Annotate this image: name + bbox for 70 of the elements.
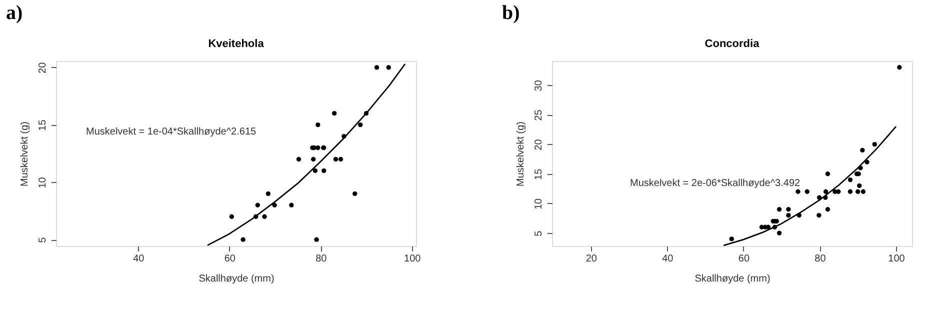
y-tick-label: 20 xyxy=(534,138,544,150)
point xyxy=(255,202,260,208)
point xyxy=(897,65,902,70)
x-tick-label: 60 xyxy=(224,254,236,264)
point xyxy=(296,156,302,162)
y-tick-label: 10 xyxy=(534,198,544,210)
point xyxy=(860,189,866,194)
x-tick-label: 40 xyxy=(662,254,674,264)
point xyxy=(804,189,810,194)
point xyxy=(786,207,791,212)
x-tick-label: 60 xyxy=(738,254,750,264)
point xyxy=(857,183,862,188)
point xyxy=(848,177,853,182)
x-axis-title: Skallhøyde (mm) xyxy=(198,274,274,284)
chart-title: Concordia xyxy=(704,38,760,50)
y-tick-label: 15 xyxy=(534,168,544,180)
y-tick-label: 15 xyxy=(38,119,48,131)
point xyxy=(825,172,830,176)
point xyxy=(312,168,318,174)
point xyxy=(314,237,319,242)
point xyxy=(262,214,267,219)
point xyxy=(332,110,337,116)
point xyxy=(786,212,791,218)
y-tick-label: 30 xyxy=(534,80,544,92)
y-tick-label: 25 xyxy=(534,109,544,121)
x-tick-label: 100 xyxy=(404,254,422,264)
point xyxy=(776,230,782,236)
point xyxy=(374,65,380,70)
point xyxy=(316,145,320,150)
text: b) xyxy=(502,2,520,24)
y-axis-title: Muskelvekt (g) xyxy=(20,121,30,187)
y-tick-label: 5 xyxy=(534,230,544,236)
y-tick-label: 5 xyxy=(38,236,48,243)
point xyxy=(823,189,828,194)
point xyxy=(856,189,860,194)
x-tick-label: 40 xyxy=(133,254,145,264)
point xyxy=(316,122,320,128)
point xyxy=(289,202,294,208)
point xyxy=(272,202,277,208)
point xyxy=(776,207,782,212)
x-tick-label: 100 xyxy=(888,254,906,264)
point xyxy=(872,142,877,147)
point xyxy=(338,156,344,162)
chart-title: Kveitehola xyxy=(208,38,265,50)
x-tick-label: 80 xyxy=(316,254,328,264)
point xyxy=(352,191,358,196)
x-axis-title: Skallhøyde (mm) xyxy=(694,274,770,284)
y-axis-title: Muskelvekt (g) xyxy=(516,121,526,187)
point xyxy=(321,168,326,174)
x-tick-label: 80 xyxy=(814,254,826,264)
point xyxy=(310,156,316,162)
point xyxy=(333,156,338,162)
point xyxy=(825,207,830,212)
annotation: Muskelvekt = 1e-04*Skallhøyde^2.615 xyxy=(86,126,256,138)
text: a) xyxy=(6,2,23,24)
annotation: Muskelvekt = 2e-06*Skallhøyde^3.492 xyxy=(630,178,800,190)
x-tick-label: 20 xyxy=(586,254,598,264)
point xyxy=(229,214,234,219)
point xyxy=(816,212,822,218)
y-tick-label: 10 xyxy=(38,176,48,188)
point xyxy=(240,237,246,242)
point xyxy=(386,65,391,70)
point xyxy=(796,189,800,194)
point xyxy=(266,191,271,196)
point xyxy=(358,122,363,128)
point xyxy=(848,189,853,194)
point xyxy=(729,236,734,242)
y-tick-label: 20 xyxy=(38,62,48,74)
point xyxy=(836,189,841,194)
point xyxy=(860,148,865,153)
